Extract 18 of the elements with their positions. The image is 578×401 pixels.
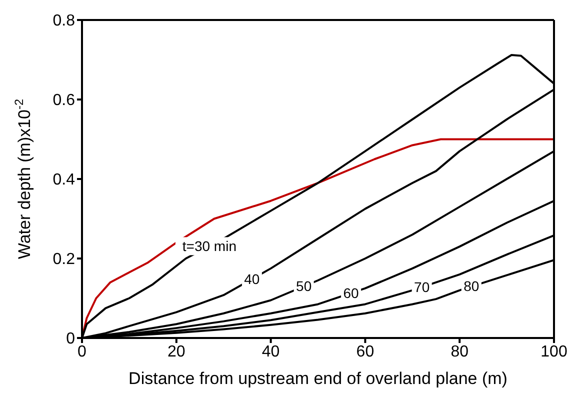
x-tick-label: 20 xyxy=(168,343,186,360)
annotation: t=30 min xyxy=(182,238,236,254)
y-tick-label: 0.4 xyxy=(52,172,76,189)
y-tick-label: 0 xyxy=(66,330,76,348)
annotation: 40 xyxy=(244,271,260,288)
annotation: 60 xyxy=(343,284,360,301)
y-tick-label: 0.2 xyxy=(52,251,76,268)
x-tick-label: 80 xyxy=(450,343,469,360)
annotation: 70 xyxy=(414,279,430,296)
y-tick-label: 0.6 xyxy=(52,92,76,110)
x-tick-label: 60 xyxy=(356,343,374,360)
annotation: 50 xyxy=(296,278,312,294)
y-tick-label: 0.8 xyxy=(52,12,76,30)
x-axis-title: Distance from upstream end of overland plane (m) xyxy=(128,369,508,388)
x-tick-label: 100 xyxy=(540,343,568,360)
annotation: 80 xyxy=(464,278,480,294)
x-tick-label: 40 xyxy=(262,343,280,360)
x-tick-label: 0 xyxy=(78,343,87,360)
